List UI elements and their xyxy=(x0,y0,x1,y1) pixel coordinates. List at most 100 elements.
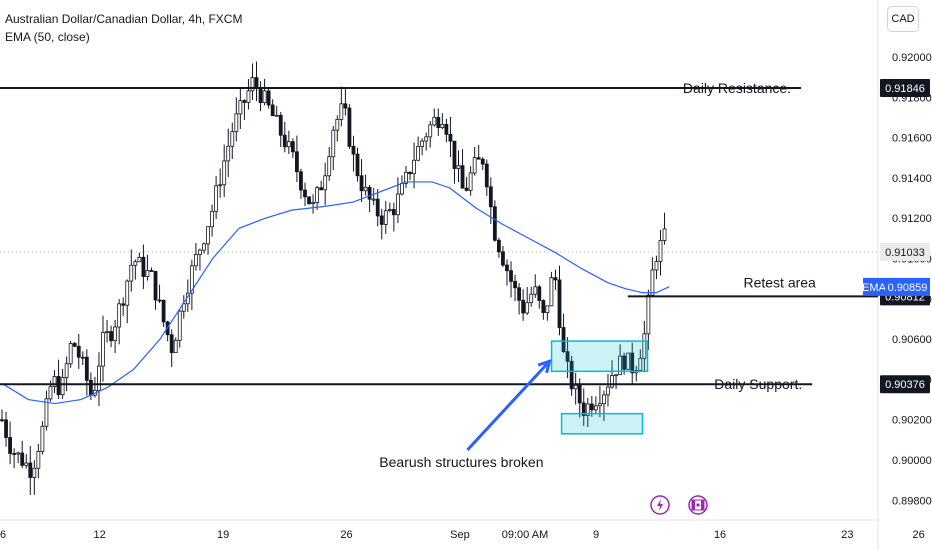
candle-body xyxy=(56,376,61,396)
candle-body xyxy=(125,280,130,306)
candle-body xyxy=(541,300,546,313)
candle-body xyxy=(630,352,635,374)
candle-body xyxy=(602,394,606,405)
candle-body xyxy=(606,386,610,396)
candle-body xyxy=(157,299,162,302)
candle-body xyxy=(529,293,534,304)
annotation-arrow xyxy=(466,360,551,451)
lightning-icon[interactable] xyxy=(650,495,670,515)
currency-button[interactable]: CAD xyxy=(887,6,919,32)
candle-body xyxy=(238,100,243,115)
indicator-legend[interactable]: EMA (50, close) xyxy=(5,30,90,44)
candle-body xyxy=(109,331,113,342)
symbol-title: Australian Dollar/Canadian Dollar, 4h, F… xyxy=(5,12,243,26)
candle-body xyxy=(24,462,29,466)
ema-price-tag-bg xyxy=(885,277,930,296)
candle-body xyxy=(448,133,453,142)
candle-body xyxy=(295,151,299,173)
candle-body xyxy=(274,114,279,117)
candle-body xyxy=(343,103,348,109)
candle-body xyxy=(60,377,65,396)
candle-body xyxy=(258,87,263,104)
candle-body xyxy=(202,243,206,251)
candle-body xyxy=(222,160,227,186)
y-tick-label: 0.90200 xyxy=(892,415,932,427)
candle-body xyxy=(16,452,21,455)
candle-body xyxy=(464,187,469,191)
lightning-icon-glyph xyxy=(657,499,663,511)
candle-body xyxy=(173,339,178,353)
candle-body xyxy=(97,365,101,391)
candle-body xyxy=(553,277,558,281)
candle-body xyxy=(161,299,166,323)
candle-body xyxy=(28,462,33,478)
candle-body xyxy=(497,239,501,253)
candle-body xyxy=(36,451,41,469)
candle-body xyxy=(76,345,81,358)
candle-body xyxy=(335,119,340,131)
candle-body xyxy=(468,172,473,191)
candle-body xyxy=(646,294,651,335)
x-tick-label: 12 xyxy=(94,529,106,541)
candle-body xyxy=(117,303,122,328)
candle-body xyxy=(84,356,89,381)
candle-body xyxy=(375,198,380,217)
current-price-tag-bg xyxy=(880,242,930,261)
candle-body xyxy=(537,286,542,301)
candle-body xyxy=(622,355,627,370)
candle-body xyxy=(105,331,109,333)
candle-body xyxy=(545,305,550,313)
candle-body xyxy=(242,100,247,103)
candle-body xyxy=(408,171,412,175)
candle-body xyxy=(32,467,37,478)
highlight-zone xyxy=(560,412,644,435)
flag-icon-leaf xyxy=(696,503,700,507)
flag-icon-left-band xyxy=(692,500,695,510)
candle-body xyxy=(44,398,49,427)
candle-body xyxy=(52,376,57,388)
candle-body xyxy=(315,187,320,203)
candle-body xyxy=(581,402,586,416)
canada-flag-icon[interactable] xyxy=(688,495,708,515)
candle-body xyxy=(424,136,429,142)
candle-body xyxy=(452,140,457,169)
candle-body xyxy=(48,386,53,400)
candle-body xyxy=(286,141,291,148)
candle-body xyxy=(505,264,509,272)
candle-body xyxy=(290,141,295,153)
candle-body xyxy=(387,209,392,212)
candle-body xyxy=(557,279,562,328)
candle-body xyxy=(327,156,332,177)
x-tick-label: 26 xyxy=(340,529,352,541)
x-tick-label: 09:00 AM xyxy=(502,529,548,541)
y-tick-label: 0.91400 xyxy=(892,173,932,185)
level-price-tag-text: 0.90376 xyxy=(885,379,925,391)
candle-body xyxy=(383,210,388,225)
flag-icon-right-band xyxy=(701,500,704,510)
x-tick-label: 6 xyxy=(0,529,6,541)
candle-body xyxy=(521,299,526,314)
candle-body xyxy=(428,124,433,138)
candle-body xyxy=(101,332,105,367)
ema-line xyxy=(1,181,670,405)
candle-body xyxy=(262,90,267,104)
candle-body xyxy=(533,286,538,295)
x-tick-label: Sep xyxy=(450,529,470,541)
candle-body xyxy=(444,124,449,135)
candle-body xyxy=(319,187,324,191)
candle-body xyxy=(484,163,489,188)
candle-body xyxy=(80,356,85,359)
candle-body xyxy=(210,210,214,228)
candle-body xyxy=(278,114,283,136)
candle-body xyxy=(363,186,368,192)
candle-body xyxy=(141,256,146,277)
candle-body xyxy=(149,270,154,272)
annotation-arrowhead xyxy=(537,358,552,374)
x-tick-label: 23 xyxy=(841,529,853,541)
candle-body xyxy=(68,343,73,365)
level-label: Retest area xyxy=(743,274,816,290)
candle-body xyxy=(420,140,425,147)
candle-body xyxy=(266,90,271,106)
